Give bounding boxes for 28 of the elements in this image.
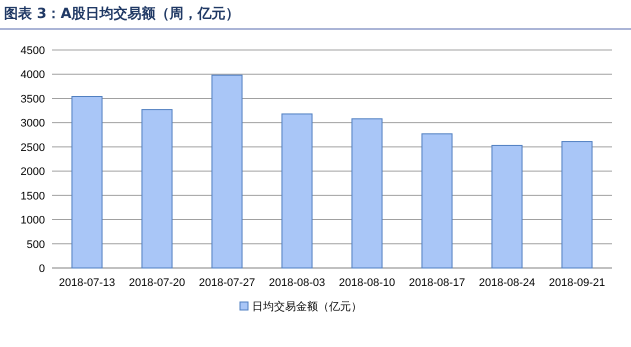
bar: [491, 144, 523, 268]
bar: [211, 74, 243, 268]
bar: [281, 113, 313, 268]
y-tick-label: 0: [38, 263, 45, 275]
y-tick-label: 3000: [20, 118, 45, 130]
x-tick-label: 2018-08-17: [408, 277, 466, 289]
y-tick-label: 4500: [20, 45, 45, 57]
chart-title: 图表 3：A股日均交易额（周，亿元）: [4, 5, 240, 22]
x-tick-label: 2018-08-10: [338, 277, 396, 289]
x-tick-label: 2018-07-13: [58, 277, 116, 289]
y-tick-label: 4000: [20, 69, 45, 82]
y-tick-label: 500: [26, 238, 45, 251]
bar: [141, 109, 173, 268]
y-tick-label: 3500: [20, 93, 45, 106]
x-tick-label: 2018-08-03: [268, 277, 326, 289]
y-tick-label: 1500: [20, 190, 45, 202]
y-tick-label: 2500: [20, 142, 45, 154]
x-tick-label: 2018-08-24: [478, 277, 536, 289]
x-tick-label: 2018-07-20: [128, 277, 186, 289]
bar: [71, 96, 103, 268]
y-tick-label: 1000: [20, 214, 45, 227]
bar: [421, 133, 453, 268]
bar: [561, 141, 593, 268]
bar: [351, 118, 383, 268]
x-tick-label: 2018-07-27: [198, 277, 256, 289]
y-tick-label: 2000: [20, 166, 45, 178]
legend-label: 日均交易金额（亿元）: [252, 300, 362, 313]
x-tick-label: 2018-09-21: [548, 277, 606, 289]
